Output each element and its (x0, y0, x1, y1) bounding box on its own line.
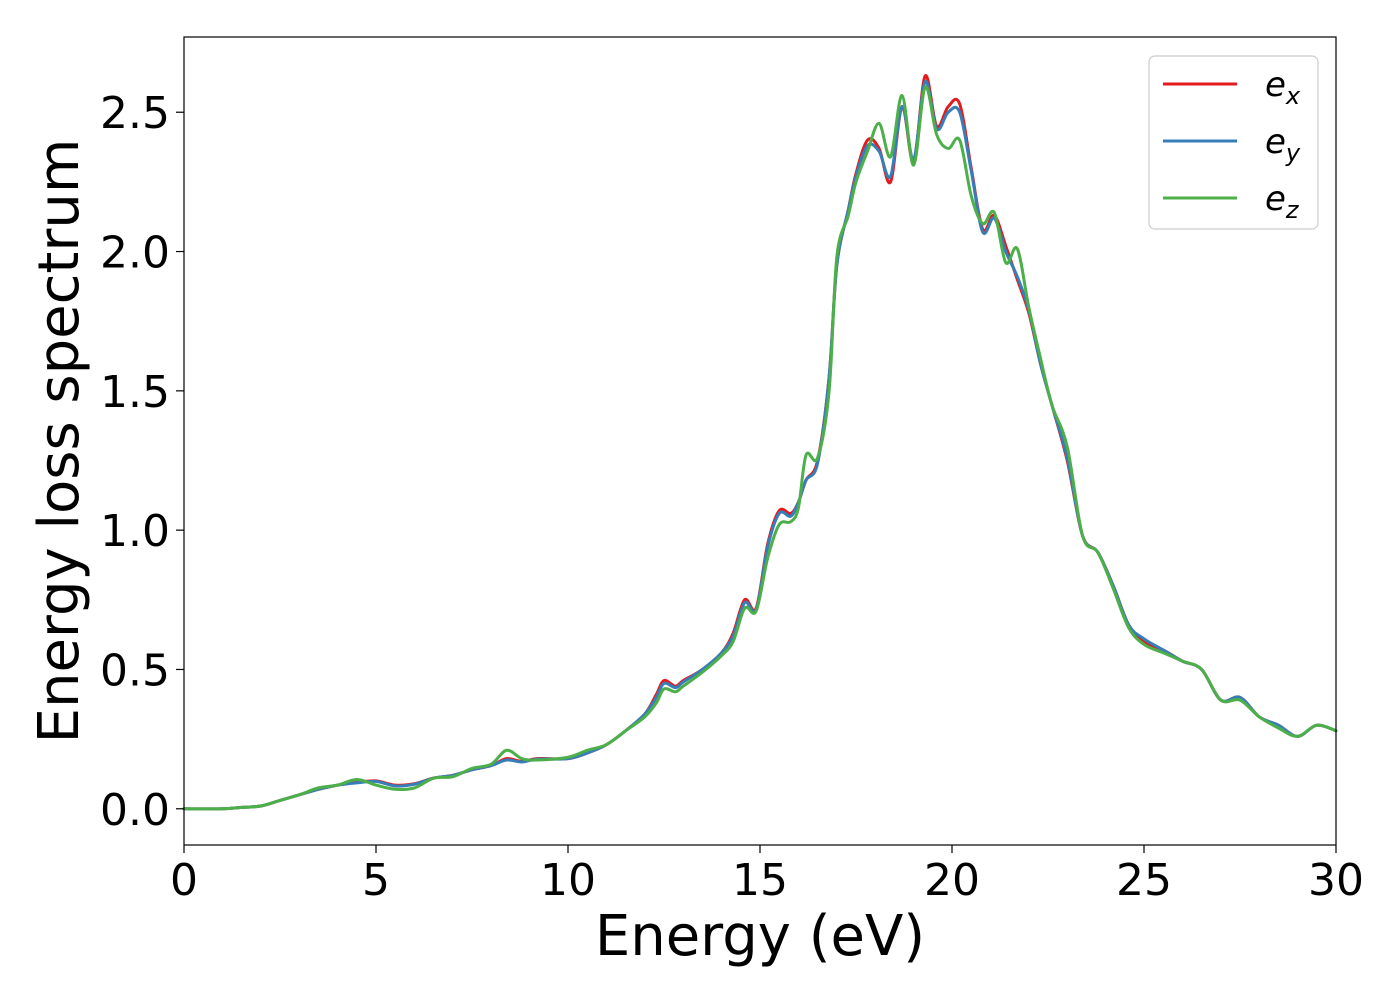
legend-label-e-x: ex (1265, 65, 1301, 110)
legend-label-e-y: ey (1265, 122, 1301, 167)
legend-label-e-z: ez (1265, 179, 1300, 224)
plot-lines (182, 74, 1338, 811)
x-tick-label: 20 (924, 855, 980, 906)
x-tick-label: 10 (540, 855, 596, 906)
x-tick-label: 25 (1116, 855, 1172, 906)
y-tick-label: 2.0 (100, 228, 170, 279)
y-axis-label: Energy loss spectrum (27, 139, 92, 744)
series-line-e-z (182, 85, 1338, 811)
y-tick-label: 1.0 (100, 506, 170, 557)
x-tick-label: 30 (1308, 855, 1364, 906)
y-tick-label: 0.5 (100, 645, 170, 696)
x-axis-label: Energy (eV) (595, 904, 925, 969)
x-axis-ticks: 0 5 10 15 20 25 30 (170, 845, 1364, 906)
y-axis-ticks: 0.0 0.5 1.0 1.5 2.0 2.5 (100, 88, 184, 836)
x-tick-label: 5 (362, 855, 390, 906)
y-tick-label: 2.5 (100, 88, 170, 139)
x-tick-label: 15 (732, 855, 788, 906)
y-tick-label: 1.5 (100, 367, 170, 418)
x-tick-label: 0 (170, 855, 198, 906)
legend: ex ey ez (1148, 55, 1319, 230)
y-tick-label: 0.0 (100, 785, 170, 836)
